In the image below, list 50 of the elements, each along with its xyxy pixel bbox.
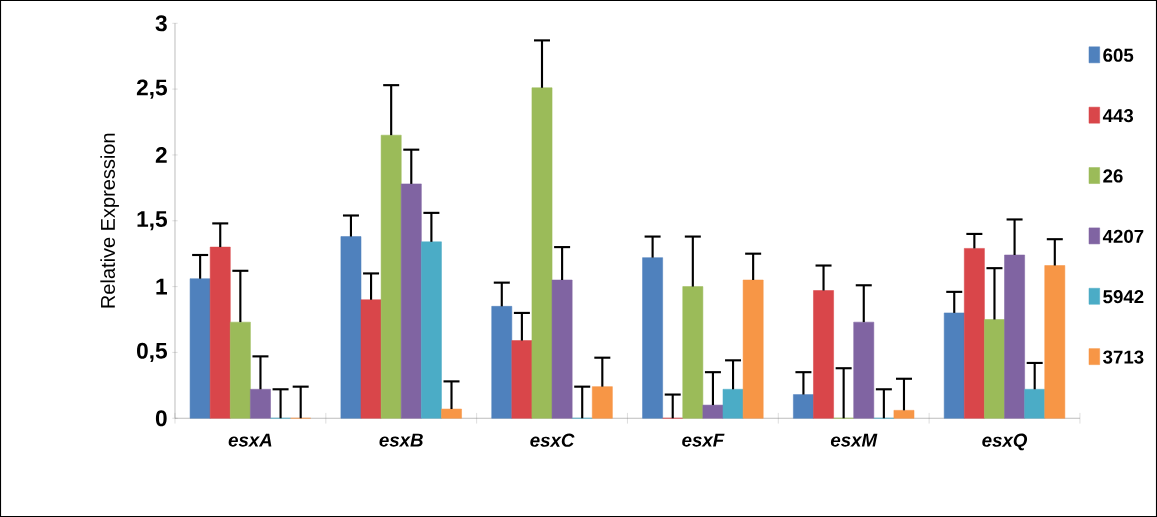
x-tick-label: esxF [682,433,725,447]
bar [400,183,422,419]
bar [511,340,533,419]
bar [209,246,231,419]
legend-label: 5942 [1103,290,1144,304]
bar [984,319,1005,419]
legend-label: 4207 [1102,229,1144,243]
legend-label: 3713 [1103,350,1144,364]
y-tick-label: 1 [156,278,167,295]
bar [441,408,462,419]
bar [642,257,663,419]
y-axis-title: Relative Expression [100,133,119,308]
bar [340,236,362,419]
bar [1044,265,1066,419]
y-tick-label: 2,5 [136,79,167,99]
y-tick-label: 0 [155,410,167,427]
y-tick-label: 2 [155,147,167,163]
legend-label: 26 [1103,169,1123,183]
bar [742,279,764,419]
bar [230,321,251,419]
x-tick-label: esxQ [982,433,1028,451]
bar [189,278,211,419]
bar [1004,254,1025,419]
bar [682,286,704,419]
bar [250,389,271,419]
legend-label: 443 [1102,108,1134,123]
x-tick-label: esxA [228,433,272,447]
bar [943,312,965,419]
bar [380,134,402,419]
bar [551,279,573,419]
y-tick-label: 1,5 [137,211,167,231]
bar [531,87,553,419]
y-tick-label: 0,5 [137,342,167,363]
bar [964,248,985,419]
legend-label: 605 [1103,48,1134,62]
bar [893,410,915,419]
bar [813,290,834,419]
bar [702,404,724,419]
x-tick-label: esxB [379,433,423,447]
bar [1024,389,1046,419]
y-tick-label: 3 [155,15,167,32]
bar [491,306,513,419]
bar [360,299,382,419]
bar [722,389,744,419]
bar [853,321,875,419]
bar [421,241,442,419]
bar [793,394,814,419]
x-tick-label: esxM [830,433,878,447]
bar [592,386,613,419]
x-tick-label: esxC [530,433,575,447]
